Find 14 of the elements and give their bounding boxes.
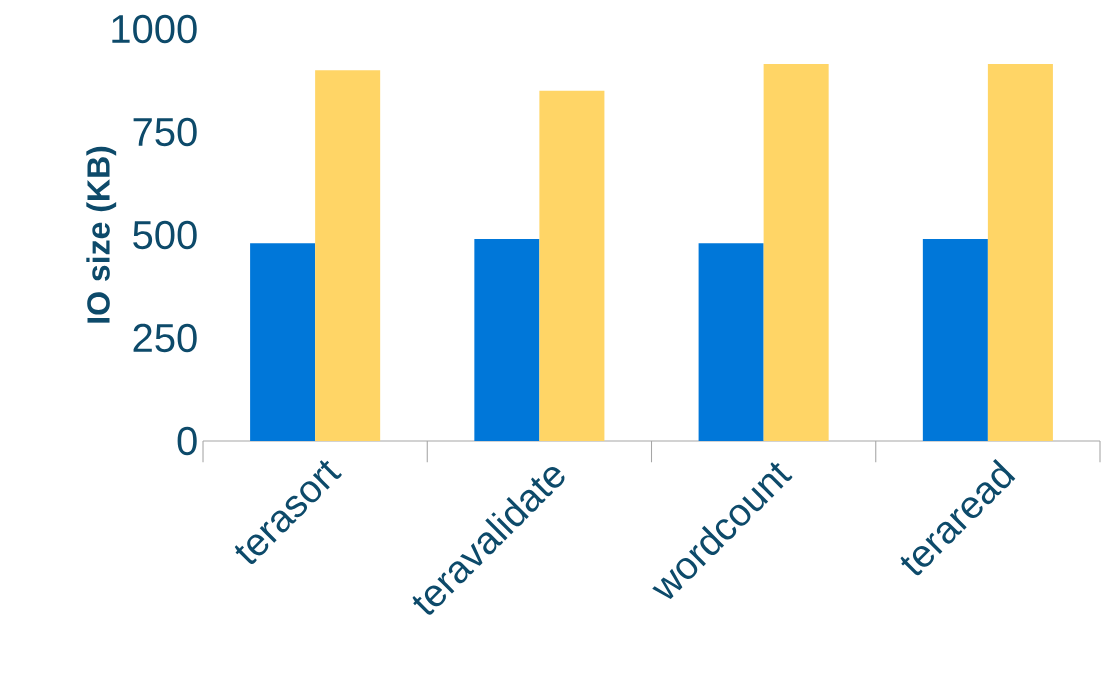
- bar: [539, 90, 605, 441]
- bar: [315, 70, 381, 441]
- bar: [698, 243, 764, 441]
- y-tick-label: 250: [133, 323, 197, 353]
- y-tick-label: 1000: [112, 14, 197, 44]
- bar: [474, 239, 540, 441]
- bar: [250, 243, 316, 441]
- bar: [987, 64, 1053, 441]
- y-tick-label: 750: [133, 117, 197, 147]
- bar: [763, 64, 829, 441]
- y-tick-label: 500: [133, 220, 197, 250]
- y-axis-title: IO size (KB): [86, 146, 117, 323]
- bar: [922, 239, 988, 441]
- y-tick-label: 0: [177, 426, 197, 456]
